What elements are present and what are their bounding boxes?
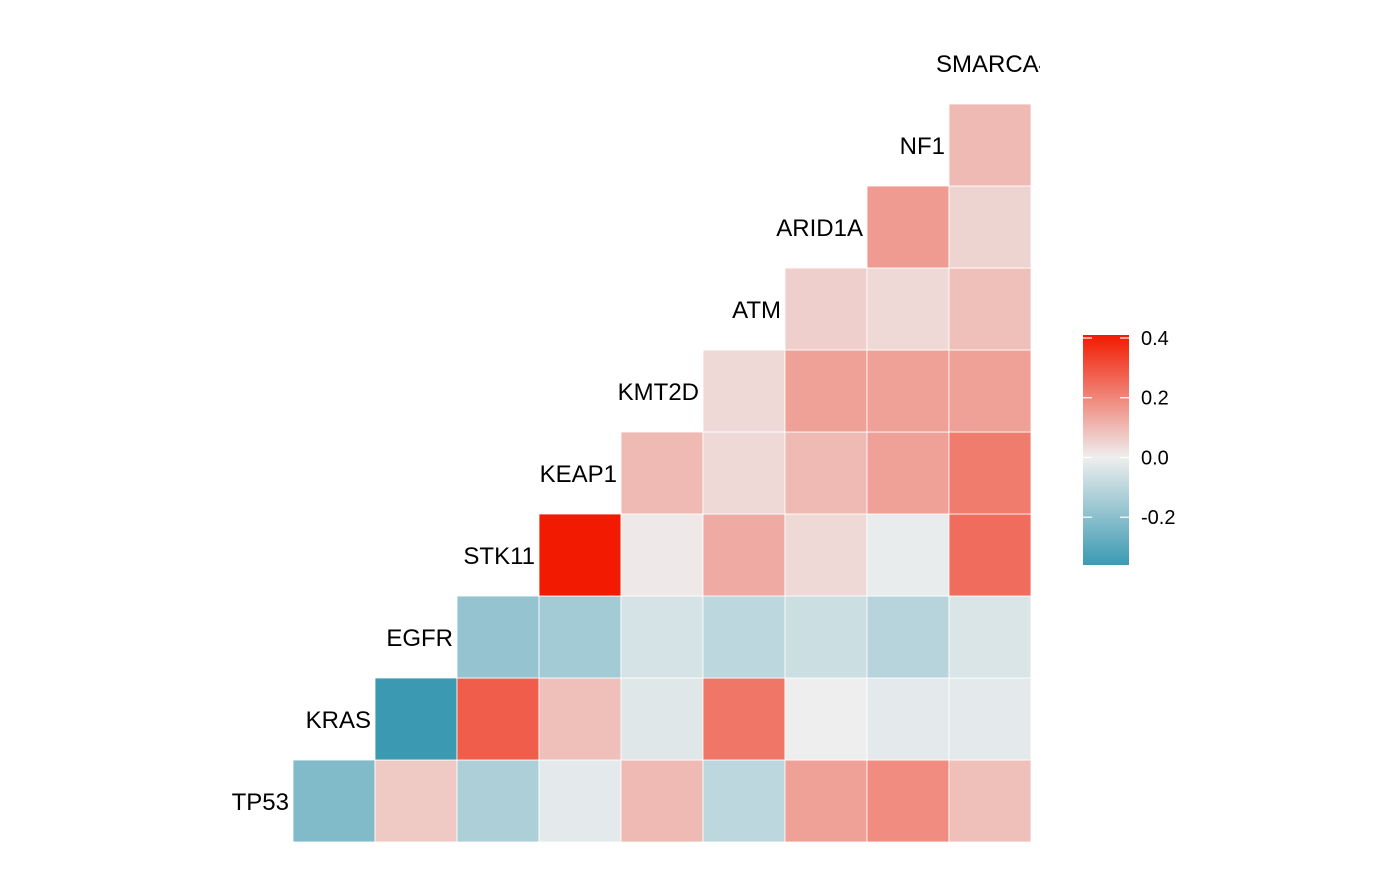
heatmap-cell-nf1-smarca4 <box>948 103 1032 187</box>
heatmap-cell-kras-nf1 <box>866 677 950 761</box>
heatmap-cell-kras-atm <box>702 677 786 761</box>
heatmap-cell-tp53-arid1a <box>784 759 868 843</box>
heatmap-cell-arid1a-nf1 <box>866 185 950 269</box>
heatmap-cell-egfr-smarca4 <box>948 595 1032 679</box>
variable-label-arid1a: ARID1A <box>776 215 863 242</box>
variable-label-kras: KRAS <box>306 707 371 734</box>
variable-labels: TP53 KRAS EGFR STK11 KEAP1 KMT2D ATM ARID1A NF1 S… <box>232 51 1052 816</box>
heatmap-cell-stk11-kmt2d <box>620 513 704 597</box>
heatmap-cell-stk11-keap1 <box>538 513 622 597</box>
heatmap-cell-keap1-kmt2d <box>620 431 704 515</box>
heatmap-cells <box>292 103 1032 843</box>
heatmap-cell-egfr-kmt2d <box>620 595 704 679</box>
heatmap-cell-tp53-smarca4 <box>948 759 1032 843</box>
variable-label-kmt2d: KMT2D <box>618 379 699 406</box>
heatmap-cell-stk11-nf1 <box>866 513 950 597</box>
legend-tick-label: 0.0 <box>1141 447 1169 469</box>
variable-label-stk11: STK11 <box>463 543 535 570</box>
heatmap-cell-stk11-smarca4 <box>948 513 1032 597</box>
heatmap-cell-kmt2d-atm <box>702 349 786 433</box>
legend-tick-label: 0.2 <box>1141 388 1169 410</box>
variable-label-keap1: KEAP1 <box>540 461 617 488</box>
heatmap-cell-tp53-keap1 <box>538 759 622 843</box>
heatmap-cell-tp53-nf1 <box>866 759 950 843</box>
heatmap-cell-keap1-nf1 <box>866 431 950 515</box>
heatmap-cell-tp53-kras <box>292 759 376 843</box>
heatmap-cell-kras-kmt2d <box>620 677 704 761</box>
heatmap-cell-stk11-arid1a <box>784 513 868 597</box>
legend-colorbar <box>1083 335 1129 565</box>
variable-label-egfr: EGFR <box>386 625 453 652</box>
heatmap-cell-kmt2d-smarca4 <box>948 349 1032 433</box>
color-legend: 0.4 0.2 0.0 -0.2 <box>1083 328 1175 565</box>
heatmap-cell-kmt2d-arid1a <box>784 349 868 433</box>
heatmap-cell-egfr-arid1a <box>784 595 868 679</box>
heatmap-cell-keap1-smarca4 <box>948 431 1032 515</box>
heatmap-cell-tp53-kmt2d <box>620 759 704 843</box>
legend-tick-label: 0.4 <box>1141 328 1169 350</box>
heatmap-cell-kmt2d-nf1 <box>866 349 950 433</box>
heatmap-cell-egfr-nf1 <box>866 595 950 679</box>
variable-label-smarca4: SMARCA4 <box>936 51 1052 78</box>
heatmap-cell-kras-keap1 <box>538 677 622 761</box>
variable-label-atm: ATM <box>732 297 781 324</box>
heatmap-cell-kras-egfr <box>374 677 458 761</box>
heatmap-cell-kras-arid1a <box>784 677 868 761</box>
heatmap-cell-stk11-atm <box>702 513 786 597</box>
heatmap-cell-atm-smarca4 <box>948 267 1032 351</box>
heatmap-cell-tp53-atm <box>702 759 786 843</box>
heatmap-cell-egfr-keap1 <box>538 595 622 679</box>
heatmap-cell-egfr-atm <box>702 595 786 679</box>
heatmap-cell-tp53-egfr <box>374 759 458 843</box>
variable-label-tp53: TP53 <box>232 789 289 816</box>
heatmap-cell-keap1-arid1a <box>784 431 868 515</box>
heatmap-cell-keap1-atm <box>702 431 786 515</box>
variable-label-nf1: NF1 <box>900 133 945 160</box>
heatmap-cell-kras-stk11 <box>456 677 540 761</box>
heatmap-cell-atm-nf1 <box>866 267 950 351</box>
heatmap-cell-kras-smarca4 <box>948 677 1032 761</box>
heatmap-cell-atm-arid1a <box>784 267 868 351</box>
heatmap-cell-egfr-stk11 <box>456 595 540 679</box>
heatmap-cell-tp53-stk11 <box>456 759 540 843</box>
heatmap-cell-arid1a-smarca4 <box>948 185 1032 269</box>
legend-tick-label: -0.2 <box>1141 507 1175 529</box>
